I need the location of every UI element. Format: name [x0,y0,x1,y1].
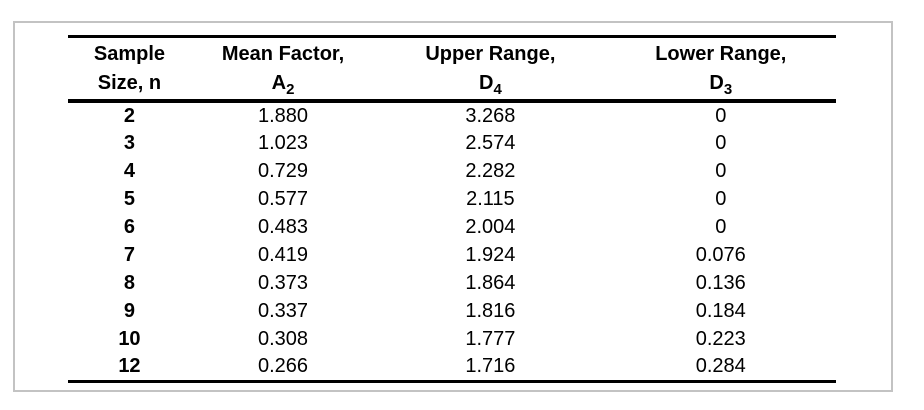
header-line1: Lower Range, [655,43,787,65]
header-line1: Sample [93,43,166,65]
cell-sample-size: 6 [123,215,135,238]
cell-upper-range-d4: 1.716 [375,353,606,383]
cell-lower-range-d3: 0 [715,215,727,238]
cell-lower-range-d3: 0 [715,159,727,182]
cell-upper-range-d4: 2.115 [466,187,515,210]
header-row: Sample Size, n Mean Factor, A2 Upper Ran… [68,35,836,103]
table-row: 8 0.373 1.864 0.136 [68,269,836,297]
cell-upper-range-d4: 2.574 [465,131,516,154]
table-row: 5 0.577 2.115 0 [68,185,836,213]
outer-frame: Sample Size, n Mean Factor, A2 Upper Ran… [13,21,893,392]
header-subscript: 4 [493,81,502,98]
col-header-mean-factor-a2: Mean Factor, A2 [190,35,376,103]
cell-upper-range-d4: 3.268 [465,104,516,127]
cell-sample-size: 8 [123,271,135,294]
cell-sample-size: 7 [123,243,135,266]
cell-upper-range-d4: 1.816 [465,299,516,322]
cell-mean-factor-a2: 1.023 [258,131,309,154]
cell-lower-range-d3: 0.136 [695,271,746,294]
table-row: 6 0.483 2.004 0 [68,213,836,241]
table-row: 3 1.023 2.574 0 [68,129,836,157]
header-subscript: 2 [286,81,295,98]
cell-lower-range-d3: 0.076 [695,243,746,266]
table-body: 2 1.880 3.268 0 3 1.023 2.574 0 4 0.729 2.282 0 5 0.5… [68,101,836,383]
cell-lower-range-d3: 0 [715,131,727,154]
cell-mean-factor-a2: 0.373 [258,271,309,294]
table-row: 10 0.308 1.777 0.223 [68,325,836,353]
header-line2: Size, n [97,72,162,94]
table-row: 4 0.729 2.282 0 [68,157,836,185]
cell-upper-range-d4: 2.282 [465,159,516,182]
header-symbol: A [271,72,287,94]
header-line1: Mean Factor, [221,43,345,65]
header-line1: Upper Range, [425,43,556,65]
header-subscript: 3 [723,81,733,98]
control-chart-factors-table: Sample Size, n Mean Factor, A2 Upper Ran… [68,35,836,383]
table-row: 9 0.337 1.816 0.184 [68,297,836,325]
table-row: 7 0.419 1.924 0.076 [68,241,836,269]
col-header-sample-size: Sample Size, n [68,35,191,103]
cell-mean-factor-a2: 0.729 [258,159,309,182]
header-symbol: D [478,72,494,94]
cell-upper-range-d4: 1.777 [465,327,516,350]
cell-upper-range-d4: 1.864 [465,271,516,294]
col-header-lower-range-d3: Lower Range, D3 [605,35,836,103]
table-header: Sample Size, n Mean Factor, A2 Upper Ran… [68,35,836,103]
cell-sample-size: 4 [123,159,135,182]
cell-upper-range-d4: 2.004 [465,215,516,238]
col-header-upper-range-d4: Upper Range, D4 [375,35,606,103]
cell-sample-size: 10 [118,327,141,350]
table-row: 2 1.880 3.268 0 [68,101,836,129]
cell-mean-factor-a2: 0.337 [258,299,309,322]
cell-upper-range-d4: 1.924 [465,243,516,266]
header-symbol: D [709,72,724,94]
cell-lower-range-d3: 0.223 [695,327,746,350]
cell-lower-range-d3: 0 [715,187,727,210]
table-row: 12 0.266 1.716 0.284 [68,353,836,383]
cell-lower-range-d3: 0.284 [605,353,836,383]
cell-mean-factor-a2: 0.266 [190,353,376,383]
cell-sample-size: 9 [123,299,135,322]
cell-lower-range-d3: 0 [715,104,727,127]
cell-mean-factor-a2: 0.308 [258,327,309,350]
cell-sample-size: 3 [123,131,135,154]
cell-mean-factor-a2: 0.577 [258,187,309,210]
cell-sample-size: 2 [123,104,135,127]
cell-sample-size: 12 [68,353,191,383]
cell-lower-range-d3: 0.184 [695,299,746,322]
cell-mean-factor-a2: 1.880 [258,104,309,127]
cell-mean-factor-a2: 0.483 [258,215,309,238]
cell-mean-factor-a2: 0.419 [258,243,309,266]
cell-sample-size: 5 [123,187,135,210]
